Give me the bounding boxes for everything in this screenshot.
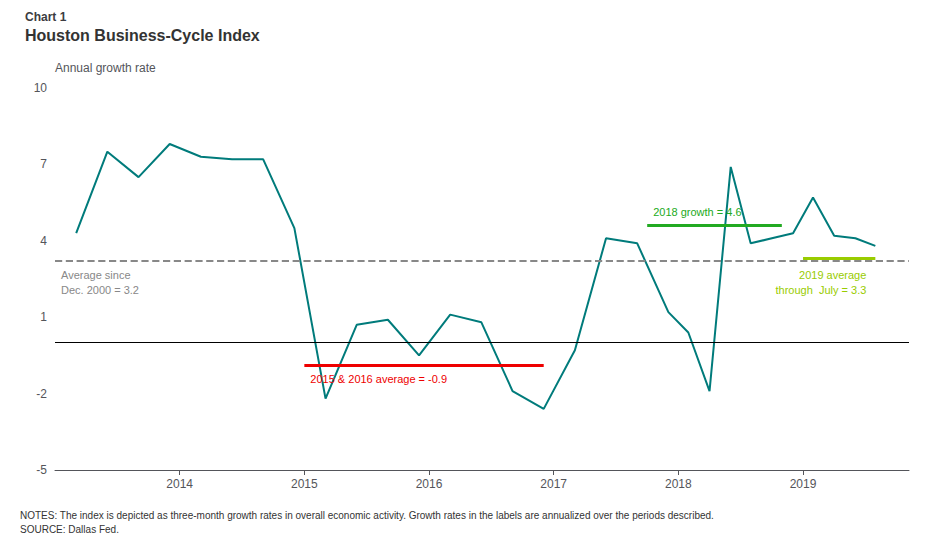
- svg-text:1: 1: [40, 310, 47, 324]
- svg-text:2015 & 2016 average = -0.9: 2015 & 2016 average = -0.9: [310, 373, 447, 385]
- svg-text:Average since: Average since: [61, 269, 131, 281]
- svg-text:7: 7: [40, 157, 47, 171]
- svg-text:Chart 1: Chart 1: [25, 10, 67, 24]
- svg-text:2018 growth = 4.6: 2018 growth = 4.6: [653, 206, 741, 218]
- svg-text:-5: -5: [36, 463, 47, 477]
- svg-text:4: 4: [40, 234, 47, 248]
- svg-text:2019: 2019: [790, 477, 817, 491]
- svg-text:2018: 2018: [665, 477, 692, 491]
- svg-text:Annual growth rate: Annual growth rate: [55, 61, 156, 75]
- svg-text:NOTES: The index is depicted a: NOTES: The index is depicted as three-mo…: [20, 510, 714, 521]
- svg-text:Houston Business-Cycle Index: Houston Business-Cycle Index: [25, 27, 260, 44]
- svg-text:2017: 2017: [540, 477, 567, 491]
- svg-text:Dec. 2000 = 3.2: Dec. 2000 = 3.2: [61, 284, 139, 296]
- svg-text:2014: 2014: [166, 477, 193, 491]
- svg-text:10: 10: [34, 81, 48, 95]
- svg-text:SOURCE: Dallas Fed.: SOURCE: Dallas Fed.: [20, 524, 119, 535]
- svg-text:2015: 2015: [291, 477, 318, 491]
- svg-text:2016: 2016: [416, 477, 443, 491]
- svg-text:2019 average: 2019 average: [799, 269, 866, 281]
- svg-text:-2: -2: [36, 387, 47, 401]
- svg-text:through July = 3.3: through July = 3.3: [776, 284, 867, 296]
